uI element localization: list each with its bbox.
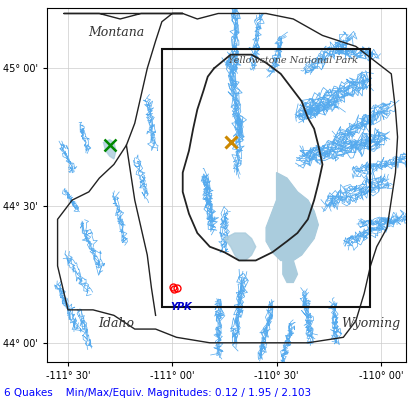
Polygon shape xyxy=(265,173,317,260)
Bar xyxy=(162,49,370,307)
Text: Wyoming: Wyoming xyxy=(340,317,399,330)
Text: Idaho: Idaho xyxy=(98,317,134,330)
Polygon shape xyxy=(103,140,116,159)
Text: Montana: Montana xyxy=(88,26,144,39)
Text: YPK: YPK xyxy=(170,302,191,312)
Text: 6 Quakes    Min/Max/Equiv. Magnitudes: 0.12 / 1.95 / 2.103: 6 Quakes Min/Max/Equiv. Magnitudes: 0.12… xyxy=(4,388,310,398)
Text: Yellowstone National Park: Yellowstone National Park xyxy=(228,56,357,65)
Polygon shape xyxy=(224,233,255,260)
Polygon shape xyxy=(282,247,297,282)
